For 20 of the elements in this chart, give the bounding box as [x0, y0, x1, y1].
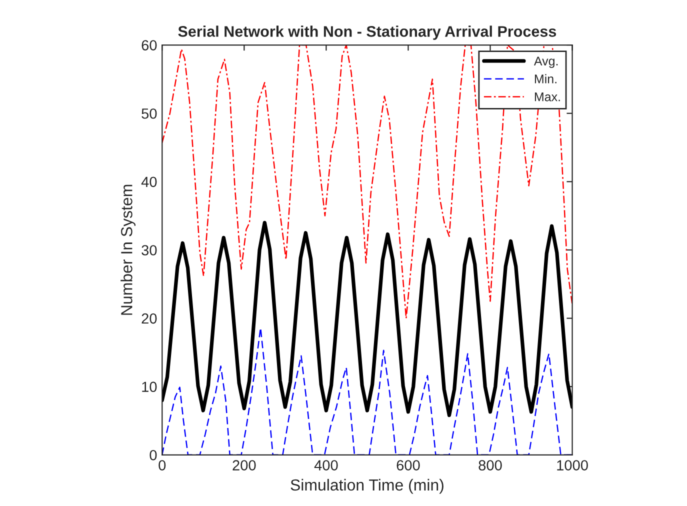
y-axis-title: Number In System	[120, 184, 136, 315]
legend-label: Min.	[534, 74, 556, 84]
chart-title: Serial Network with Non - Stationary Arrival Process	[178, 26, 556, 40]
y-tick-label: 10	[142, 382, 157, 392]
y-tick-label: 40	[141, 176, 157, 188]
y-tick-label: 0	[150, 450, 157, 460]
x-axis-title: Simulation Time (min)	[290, 478, 444, 494]
x-tick-label: 0	[158, 460, 166, 470]
y-tick-label: 20	[142, 313, 157, 324]
y-tick-label: 60	[142, 40, 157, 50]
legend-label: Avg.	[534, 56, 558, 68]
line-series	[162, 220, 572, 418]
x-tick-label: 600	[396, 460, 420, 470]
y-tick-label: 50	[142, 108, 157, 119]
y-tick-label: 30	[142, 245, 157, 256]
x-tick-label: 200	[232, 460, 256, 470]
x-tick-label: 800	[478, 460, 502, 470]
legend-label: Max.	[534, 92, 560, 102]
x-tick-label: 1000	[557, 460, 588, 470]
x-tick-label: 400	[314, 460, 338, 470]
